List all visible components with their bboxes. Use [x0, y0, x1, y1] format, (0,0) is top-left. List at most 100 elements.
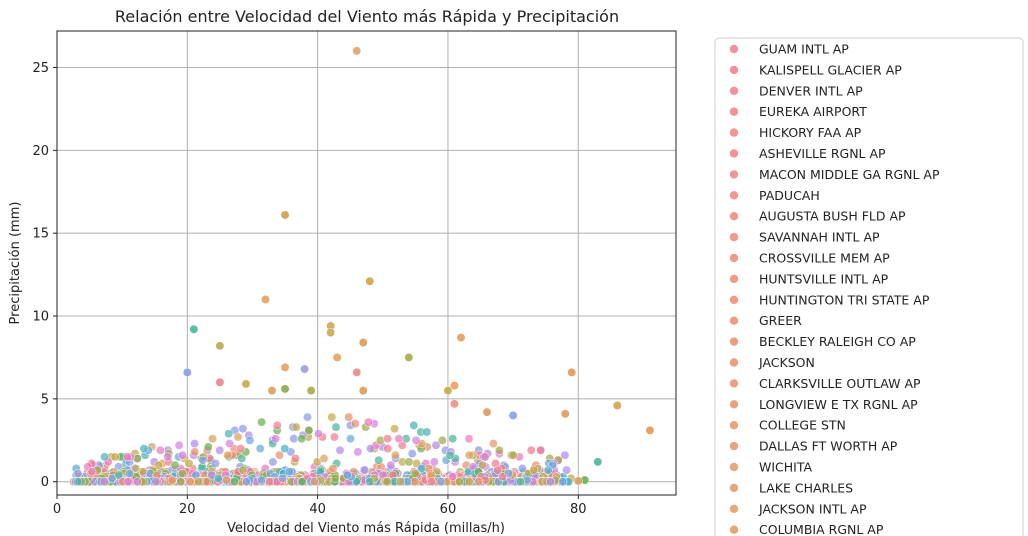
- legend-label: AUGUSTA BUSH FLD AP: [759, 209, 906, 224]
- legend-label: DALLAS FT WORTH AP: [759, 439, 898, 454]
- x-tick-label: 20: [179, 502, 196, 517]
- data-point: [198, 455, 208, 465]
- data-point: [543, 465, 553, 475]
- data-point: [478, 460, 488, 470]
- data-point: [114, 470, 124, 480]
- data-point: [241, 477, 251, 487]
- data-point: [225, 439, 235, 449]
- data-point: [230, 477, 239, 487]
- data-point: [474, 477, 484, 487]
- legend-marker: [729, 232, 739, 242]
- data-point: [275, 450, 284, 460]
- data-point: [208, 434, 217, 444]
- data-point: [545, 477, 555, 487]
- data-point: [261, 295, 270, 304]
- data-point: [493, 465, 503, 475]
- data-point: [360, 465, 370, 475]
- legend-marker: [729, 128, 739, 137]
- data-point: [153, 460, 163, 470]
- data-point: [358, 338, 368, 347]
- data-point: [238, 465, 248, 475]
- data-point: [267, 386, 277, 396]
- data-point: [443, 386, 453, 396]
- data-point: [215, 445, 225, 455]
- data-point: [450, 399, 459, 409]
- data-point: [488, 439, 498, 449]
- data-point: [448, 434, 458, 444]
- legend-label: COLLEGE STN: [759, 418, 846, 433]
- legend-label: GUAM INTL AP: [759, 42, 849, 57]
- data-point: [390, 424, 400, 434]
- data-point: [310, 477, 319, 487]
- data-point: [326, 328, 336, 338]
- data-point: [562, 465, 572, 475]
- data-point: [280, 210, 290, 220]
- data-point: [237, 454, 247, 463]
- data-point: [529, 465, 539, 475]
- data-point: [330, 473, 340, 483]
- legend-marker: [729, 504, 739, 513]
- data-point: [174, 440, 184, 450]
- data-point: [291, 422, 301, 432]
- data-point: [436, 477, 446, 487]
- data-point: [464, 434, 474, 444]
- data-point: [73, 477, 83, 487]
- data-point: [265, 477, 275, 487]
- data-points: [69, 46, 655, 487]
- grid-lines: [56, 31, 676, 495]
- data-point: [291, 454, 300, 463]
- data-point: [431, 440, 441, 450]
- legend-marker: [729, 379, 739, 388]
- data-point: [280, 444, 290, 454]
- data-point: [516, 477, 525, 487]
- data-point: [223, 450, 233, 460]
- data-point: [498, 472, 508, 482]
- data-point: [304, 425, 314, 435]
- data-point: [185, 477, 195, 487]
- legend-label: SAVANNAH INTL AP: [759, 230, 880, 245]
- data-point: [297, 434, 307, 444]
- data-point: [365, 477, 375, 487]
- data-point: [350, 419, 360, 429]
- data-point: [280, 384, 290, 394]
- data-point: [448, 472, 457, 482]
- data-point: [300, 364, 310, 374]
- data-point: [560, 409, 570, 419]
- data-point: [271, 434, 281, 444]
- legend-box: [714, 37, 1024, 536]
- data-point: [386, 460, 396, 470]
- data-point: [224, 429, 234, 439]
- legend-marker: [729, 483, 739, 493]
- data-point: [573, 476, 583, 486]
- legend: GUAM INTL AP KALISPELL GLACIER AP DENVER I…: [714, 37, 1024, 536]
- data-point: [394, 434, 404, 444]
- legend-marker: [729, 337, 739, 346]
- data-point: [184, 459, 194, 468]
- data-point: [189, 324, 199, 334]
- data-point: [382, 477, 392, 487]
- data-point: [123, 477, 133, 487]
- data-point: [456, 333, 466, 343]
- data-point: [203, 442, 213, 452]
- data-point: [303, 412, 312, 422]
- data-point: [344, 412, 354, 422]
- legend-marker: [729, 525, 739, 534]
- data-point: [297, 477, 307, 487]
- legend-label: DENVER INTL AP: [759, 83, 863, 98]
- x-tick-label: 0: [53, 502, 61, 517]
- data-point: [238, 424, 248, 434]
- legend-entries: GUAM INTL AP KALISPELL GLACIER AP DENVER I…: [729, 42, 940, 536]
- legend-label: HUNTSVILLE INTL AP: [759, 271, 889, 286]
- legend-label: JACKSON INTL AP: [758, 501, 867, 516]
- legend-label: CROSSVILLE MEM AP: [759, 251, 890, 266]
- plot-frame: [56, 30, 677, 496]
- data-point: [645, 425, 655, 435]
- data-point: [314, 429, 323, 439]
- data-point: [464, 477, 474, 487]
- data-point: [560, 450, 570, 460]
- data-point: [211, 459, 220, 468]
- data-point: [536, 445, 546, 455]
- data-point: [163, 452, 173, 462]
- legend-marker: [729, 274, 739, 284]
- data-point: [407, 449, 417, 459]
